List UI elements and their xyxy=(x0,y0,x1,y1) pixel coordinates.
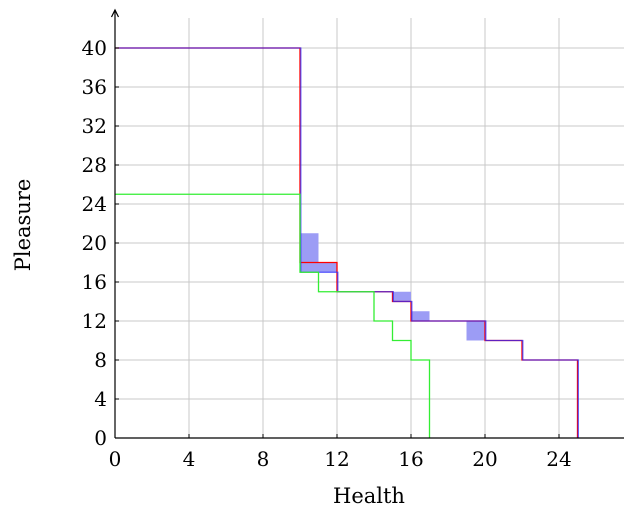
y-tick-label: 36 xyxy=(82,75,107,99)
y-tick-label: 16 xyxy=(82,270,107,294)
x-tick-label: 12 xyxy=(324,447,349,471)
x-axis-label: Health xyxy=(333,484,405,508)
y-tick-label: 40 xyxy=(82,36,107,60)
series-lines xyxy=(115,47,579,438)
x-tick-label: 16 xyxy=(398,447,423,471)
shaded-region xyxy=(466,321,485,341)
series-line-red xyxy=(115,47,579,438)
tick-labels: 0 4 8 12 16 20 24 0 4 8 12 16 20 24 28 32 36 40 xyxy=(82,36,572,471)
y-tick-label: 12 xyxy=(82,309,107,333)
x-tick-label: 20 xyxy=(472,447,497,471)
y-tick-label: 0 xyxy=(94,426,107,450)
shaded-region xyxy=(392,291,411,302)
y-tick-label: 32 xyxy=(82,114,107,138)
x-tick-label: 8 xyxy=(257,447,270,471)
axes xyxy=(110,8,624,439)
y-axis-arrow xyxy=(110,8,120,18)
y-tick-label: 8 xyxy=(94,348,107,372)
shaded-region xyxy=(411,311,430,321)
shaded-region xyxy=(300,233,319,273)
y-tick-label: 24 xyxy=(82,192,107,216)
x-tick-label: 4 xyxy=(183,447,196,471)
x-tick-label: 0 xyxy=(109,447,122,471)
y-axis-label: Pleasure xyxy=(11,179,35,272)
y-tick-label: 20 xyxy=(82,231,107,255)
shaded-region xyxy=(318,262,337,273)
x-tick-label: 24 xyxy=(546,447,571,471)
series-line-blue xyxy=(115,47,579,438)
grid xyxy=(115,18,624,438)
y-tick-label: 4 xyxy=(94,387,107,411)
series-line-green xyxy=(115,193,431,438)
y-tick-label: 28 xyxy=(82,153,107,177)
